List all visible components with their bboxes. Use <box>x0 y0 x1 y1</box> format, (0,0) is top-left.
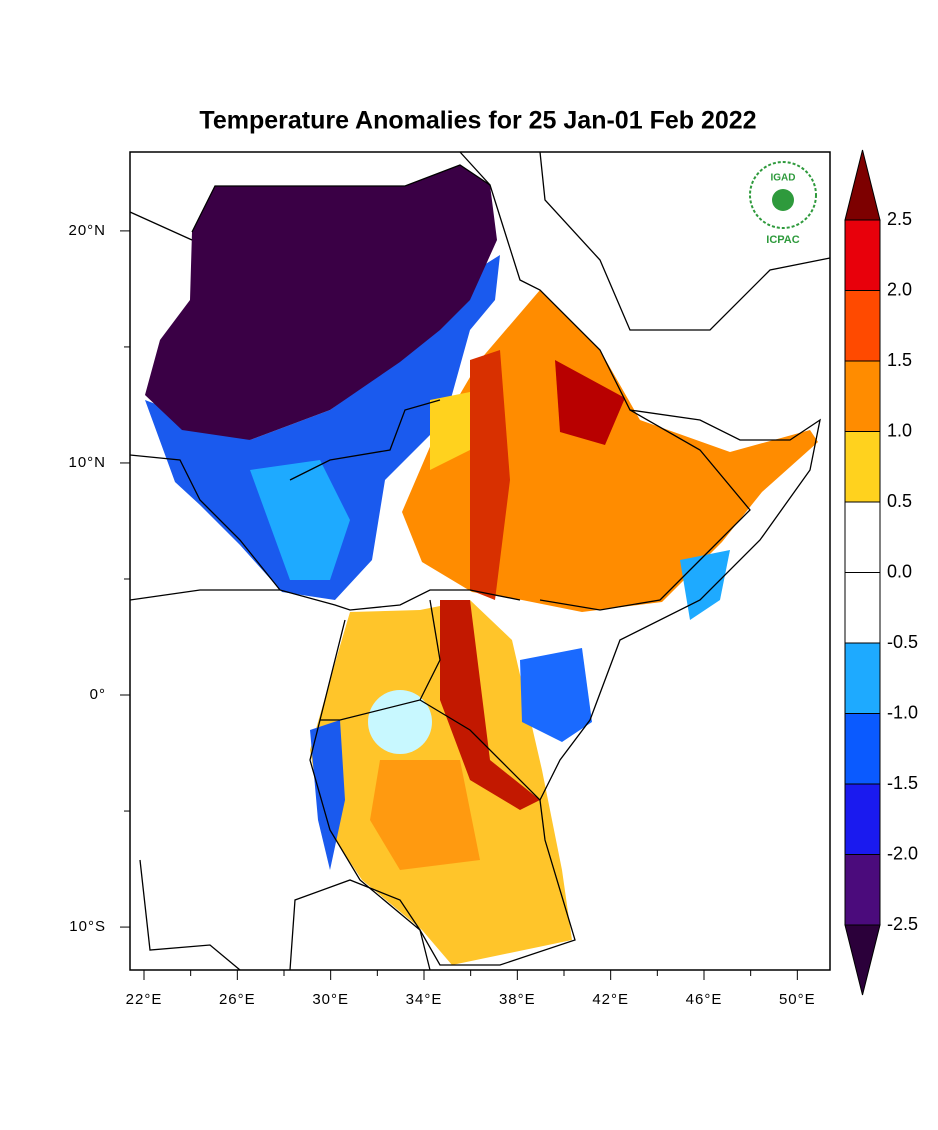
logo-emblem <box>772 189 794 211</box>
border <box>459 151 751 611</box>
colorbar-segment <box>844 713 881 785</box>
y-tick-label: 10°N <box>68 454 106 471</box>
x-tick-label: 34°E <box>406 991 443 1008</box>
border <box>309 619 576 966</box>
border <box>191 164 491 233</box>
y-tick-label: 0° <box>90 686 106 703</box>
border <box>139 859 431 971</box>
map-frame <box>129 151 831 971</box>
colorbar-segment <box>844 360 881 432</box>
x-tick-label: 38°E <box>499 991 536 1008</box>
logo: IGAD ICPAC <box>749 161 817 246</box>
border <box>289 399 441 481</box>
colorbar-segment <box>844 219 881 291</box>
strong-warm-area <box>440 600 540 810</box>
colorbar-label: 2.5 <box>887 209 912 229</box>
colorbar-label: -1.5 <box>887 773 918 793</box>
strong-cold-area <box>145 165 497 440</box>
colorbar-segment <box>844 501 881 573</box>
x-tick-label: 26°E <box>219 991 256 1008</box>
border <box>539 409 821 801</box>
x-tick-label: 22°E <box>126 991 163 1008</box>
warm-anomaly-area <box>370 760 480 870</box>
x-tick-label: 50°E <box>779 991 816 1008</box>
colorbar-segment <box>844 290 881 362</box>
colorbar-end <box>844 149 881 221</box>
cool-area <box>250 460 350 580</box>
border <box>129 454 281 591</box>
y-tick-label: 10°S <box>69 918 106 935</box>
colorbar-label: 1.5 <box>887 350 912 370</box>
cold-anomaly-area <box>145 255 500 600</box>
colorbar-segment <box>844 783 881 855</box>
colorbar-segment <box>844 854 881 926</box>
colorbar-segment <box>844 572 881 644</box>
colorbar-label: 0.5 <box>887 491 912 511</box>
border <box>129 589 521 611</box>
y-tick-label: 20°N <box>68 222 106 239</box>
colorbar-label: -1.0 <box>887 702 918 722</box>
strong-warm-area <box>555 360 625 445</box>
x-tick-label: 30°E <box>312 991 349 1008</box>
colorbar-end <box>844 924 881 996</box>
border <box>129 211 193 241</box>
colorbar-segment <box>844 431 881 503</box>
strong-warm-area <box>470 350 510 600</box>
map-frame-content <box>129 151 831 971</box>
map-title: Temperature Anomalies for 25 Jan-01 Feb … <box>199 107 756 135</box>
mild-warm-area <box>430 390 480 470</box>
colorbar-segment <box>844 642 881 714</box>
colorbar-label: 2.0 <box>887 279 912 299</box>
colorbar-label: 1.0 <box>887 420 912 440</box>
warm-anomaly-area <box>402 290 818 612</box>
cold-anomaly-area <box>520 648 592 742</box>
lake-victoria <box>368 690 432 754</box>
x-tick-label: 42°E <box>592 991 629 1008</box>
cold-anomaly-area <box>310 720 345 870</box>
logo-text: ICPAC <box>766 234 799 246</box>
logo-text: IGAD <box>771 173 796 184</box>
colorbar-label: 0.0 <box>887 561 912 581</box>
colorbar-label: -0.5 <box>887 632 918 652</box>
colorbar-label: -2.5 <box>887 914 918 934</box>
border <box>539 151 831 331</box>
x-tick-label: 46°E <box>686 991 723 1008</box>
colorbar-label: -2.0 <box>887 843 918 863</box>
